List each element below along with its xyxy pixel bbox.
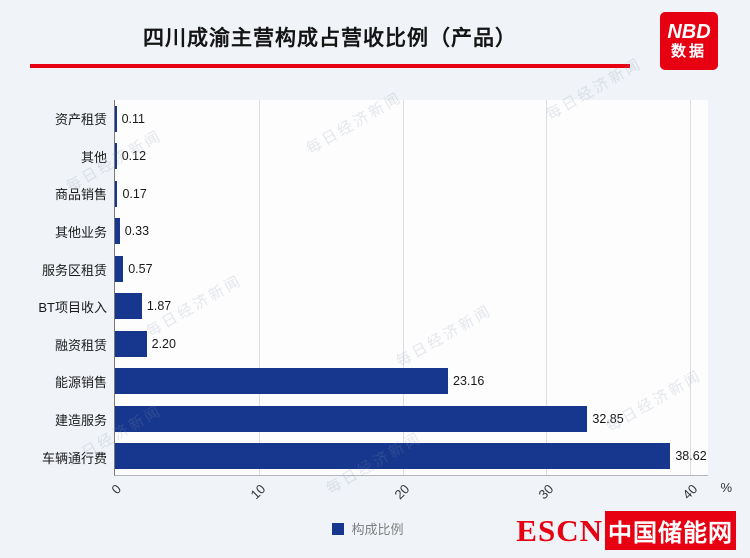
escn-logo-cn: 中国储能网: [605, 511, 736, 550]
x-axis-tick: 0: [108, 481, 124, 498]
y-axis-label: 能源销售: [54, 375, 107, 391]
bar-row: 0.12: [115, 138, 708, 176]
y-axis-label: 商品销售: [54, 187, 107, 203]
bar-value-label: 23.16: [453, 374, 485, 389]
bar-row: 0.17: [115, 175, 708, 213]
bar-value-label: 0.12: [121, 149, 147, 164]
y-axis-label: 融资租赁: [54, 337, 107, 353]
bar-value-label: 1.87: [146, 299, 172, 314]
x-axis-tick: 10: [247, 481, 268, 503]
plot-area: 0.11 0.12 0.17 0.33 0.57 1.87 2.20 23.16 32.85 38…: [114, 100, 708, 476]
chart-legend: 构成比例: [28, 519, 708, 538]
plot-rows: 0.11 0.12 0.17 0.33 0.57 1.87 2.20 23.16 32.85 38…: [115, 100, 708, 475]
x-axis-tick: 40: [679, 481, 701, 503]
y-axis-label: 其他业务: [54, 225, 107, 241]
bar: [115, 143, 117, 170]
bar-value-label: 0.11: [121, 111, 145, 126]
bar-row: 38.62: [115, 438, 708, 476]
gridline: [258, 100, 260, 475]
gridline: [402, 100, 404, 475]
x-axis-tick: 30: [535, 481, 557, 503]
legend-label: 构成比例: [351, 522, 404, 537]
bar-row: 32.85: [115, 400, 708, 438]
y-axis-label: 资产租赁: [54, 112, 107, 128]
escn-logo: ESCN 中国储能网: [516, 511, 736, 550]
gridline: [546, 100, 548, 475]
y-axis-label: 其他: [80, 149, 107, 165]
title-underline: [30, 64, 630, 68]
y-axis-label: 车辆通行费: [41, 450, 107, 466]
bar-value-label: 0.57: [128, 261, 153, 276]
bar: [115, 330, 147, 357]
y-axis-label: 建造服务: [54, 413, 107, 429]
nbd-logo-subtext: 数据: [670, 43, 707, 60]
bar: [115, 218, 120, 245]
legend-color-swatch: [332, 522, 345, 535]
bar-value-label: 0.17: [122, 186, 147, 201]
gridline: [690, 100, 692, 475]
escn-logo-en: ESCN: [516, 512, 603, 548]
bar-row: 0.33: [115, 213, 708, 251]
bar-chart: 资产租赁其他商品销售其他业务服务区租赁 BT项目收入融资租赁能源销售建造服务车辆通…: [28, 100, 732, 504]
bar-row: 2.20: [115, 325, 708, 363]
x-axis-tick: 20: [391, 481, 412, 503]
bar-value-label: 0.33: [124, 224, 150, 239]
bar: [115, 105, 117, 132]
y-axis-labels: 资产租赁其他商品销售其他业务服务区租赁 BT项目收入融资租赁能源销售建造服务车辆通…: [28, 100, 114, 476]
bar-row: 0.11: [115, 100, 708, 138]
nbd-logo: NBD 数据: [660, 12, 718, 70]
x-axis-ticks: 0 10 20 30 40: [108, 476, 708, 504]
nbd-logo-text: NBD: [667, 21, 711, 43]
bar: [115, 180, 118, 207]
bar: [115, 293, 142, 320]
y-axis-label: 服务区租赁: [41, 262, 107, 278]
chart-title: 四川成渝主营构成占营收比例（产品）: [143, 27, 517, 50]
bar-row: 1.87: [115, 288, 708, 326]
bar: [115, 405, 588, 432]
bar-row: 23.16: [115, 363, 708, 401]
bar: [115, 443, 671, 470]
x-axis-unit-label: %: [720, 480, 732, 495]
bar: [115, 255, 124, 282]
plot-area-wrap: 0.11 0.12 0.17 0.33 0.57 1.87 2.20 23.16 32.85 38…: [108, 100, 732, 504]
bar-value-label: 32.85: [592, 411, 624, 426]
y-axis-label: BT项目收入: [38, 300, 107, 316]
bar-value-label: 38.62: [675, 449, 707, 464]
bar-value-label: 2.20: [151, 336, 176, 351]
bar-row: 0.57: [115, 250, 708, 288]
bar: [115, 368, 449, 395]
